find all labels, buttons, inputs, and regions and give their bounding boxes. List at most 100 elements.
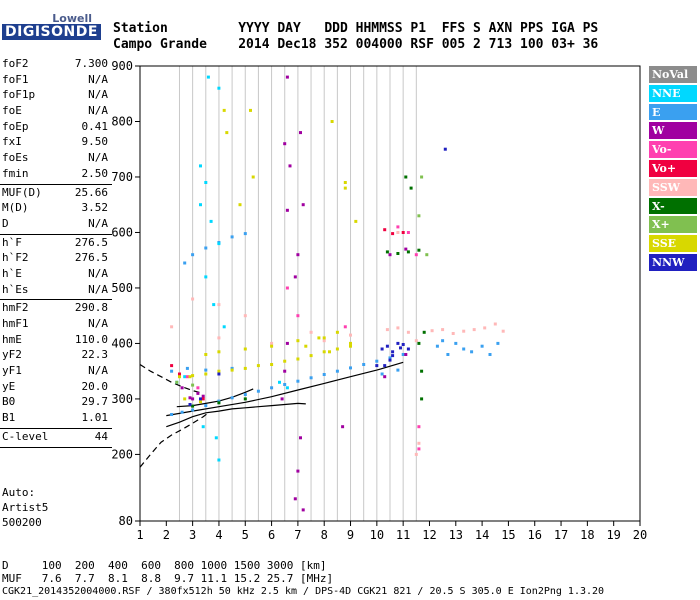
echo-point-e [296, 379, 300, 383]
param-name: foE [2, 104, 22, 118]
profile-line [176, 388, 254, 408]
param-row: C-level 44 [0, 430, 112, 446]
legend-item-x-: X- [649, 197, 697, 215]
param-row: fxI 9.50 [0, 135, 112, 151]
x-tick-label: 6 [268, 528, 275, 542]
echo-point-ssw [270, 341, 274, 345]
auto-program: Artist5 [2, 501, 49, 514]
x-tick-label: 14 [475, 528, 489, 542]
param-name: MUF(D) [2, 185, 42, 199]
echo-point-vo- [414, 253, 418, 257]
echo-point-vo- [406, 231, 410, 234]
echo-point-vo- [417, 425, 421, 429]
echo-point-x- [420, 397, 424, 401]
param-row: foEp 0.41 [0, 120, 112, 136]
param-value: 110.0 [74, 332, 108, 346]
echo-point-e [204, 246, 208, 250]
param-row: foF1p N/A [0, 88, 112, 104]
echo-point-vo- [383, 228, 387, 232]
legend-item-e: E [649, 103, 697, 121]
y-tick-label: 400 [111, 336, 133, 350]
echo-point-w [285, 341, 289, 345]
echo-point-nne [222, 325, 226, 329]
x-tick-label: 11 [396, 528, 410, 542]
param-value: N/A [88, 88, 108, 102]
legend-item-noval: NoVal [649, 66, 697, 83]
echo-point-sse [328, 350, 331, 354]
param-value: 29.7 [81, 395, 109, 409]
echo-point-sse [243, 347, 247, 351]
echo-point-nnw [391, 354, 395, 358]
echo-point-x- [243, 397, 247, 401]
echo-point-vo- [417, 447, 421, 451]
param-value: N/A [88, 364, 108, 378]
echo-point-e [191, 408, 195, 412]
param-separator [0, 233, 112, 235]
echo-point-ssw [385, 328, 389, 332]
header-labels: Station YYYY DAY DDD HHMMSS P1 FFS S AXN… [113, 21, 599, 36]
echo-point-w [296, 469, 300, 473]
param-value: N/A [88, 151, 108, 165]
footer-file-info: CGK21_2014352004000.RSF / 380fx512h 50 k… [2, 586, 605, 597]
echo-point-nne [183, 375, 187, 379]
echo-point-ssw [309, 330, 313, 334]
echo-point-sse [270, 363, 274, 366]
echo-point-w [285, 208, 289, 212]
footer-distance-row: D 100 200 400 600 800 1000 1500 3000 [km… [2, 559, 327, 572]
param-name: C-level [2, 429, 49, 443]
x-tick-label: 18 [580, 528, 594, 542]
param-row: D N/A [0, 217, 112, 233]
param-row: foF2 7.300 [0, 57, 112, 73]
echo-point-vo- [196, 386, 200, 390]
param-name: hmF1 [2, 317, 29, 330]
echo-point-w [296, 253, 300, 257]
echo-point-sse [238, 203, 242, 207]
param-value: N/A [88, 266, 108, 280]
polarization-legend: NoVal NNE E W Vo- Vo+ SSW X- X+ SSE NNW [649, 66, 697, 273]
auto-label: Auto: [2, 486, 36, 499]
echo-point-nne [204, 275, 208, 279]
echo-point-e [362, 363, 366, 366]
echo-point-vo- [343, 325, 347, 329]
param-value: 44 [94, 429, 108, 443]
echo-point-nne [206, 75, 210, 79]
x-tick-label: 15 [501, 528, 515, 542]
param-row: fmin 2.50 [0, 167, 112, 183]
echo-point-x- [404, 175, 408, 179]
echo-point-ssw [414, 452, 418, 456]
y-tick-label: 500 [111, 281, 133, 295]
param-row: hmE 110.0 [0, 333, 112, 349]
echo-point-sse [243, 366, 247, 370]
param-value: 0.41 [81, 119, 109, 133]
echo-point-nnw [443, 147, 447, 151]
echo-point-nnw [375, 364, 379, 368]
echo-point-e [243, 393, 247, 396]
legend-item-x-: X+ [649, 216, 697, 234]
echo-point-sse [343, 181, 347, 184]
echo-point-ssw [417, 441, 421, 445]
echo-point-vo- [296, 314, 300, 318]
param-value: N/A [88, 317, 108, 330]
param-row: h`F 276.5 [0, 236, 112, 252]
param-name: D [2, 216, 9, 230]
echo-point-e [191, 253, 195, 257]
echo-point-vo- [401, 231, 405, 234]
echo-point-x- [406, 250, 410, 254]
echo-point-w [301, 508, 305, 512]
echo-point-nne [217, 458, 221, 462]
echo-point-sse [249, 108, 252, 112]
param-name: B1 [2, 411, 16, 425]
echo-point-nne [285, 386, 289, 390]
echo-point-nnw [399, 346, 402, 350]
echo-point-nnw [406, 347, 410, 351]
param-name: foF1 [2, 72, 29, 86]
y-tick-label: 80 [119, 514, 133, 528]
echo-point-e [183, 261, 187, 265]
echo-point-vo- [285, 286, 289, 290]
echo-point-sse [283, 359, 287, 363]
echo-point-sse [183, 397, 187, 401]
echo-point-vo- [178, 372, 181, 376]
echo-point-e [217, 399, 221, 403]
param-name: foF1p [2, 88, 36, 102]
echo-point-vo- [396, 225, 400, 229]
